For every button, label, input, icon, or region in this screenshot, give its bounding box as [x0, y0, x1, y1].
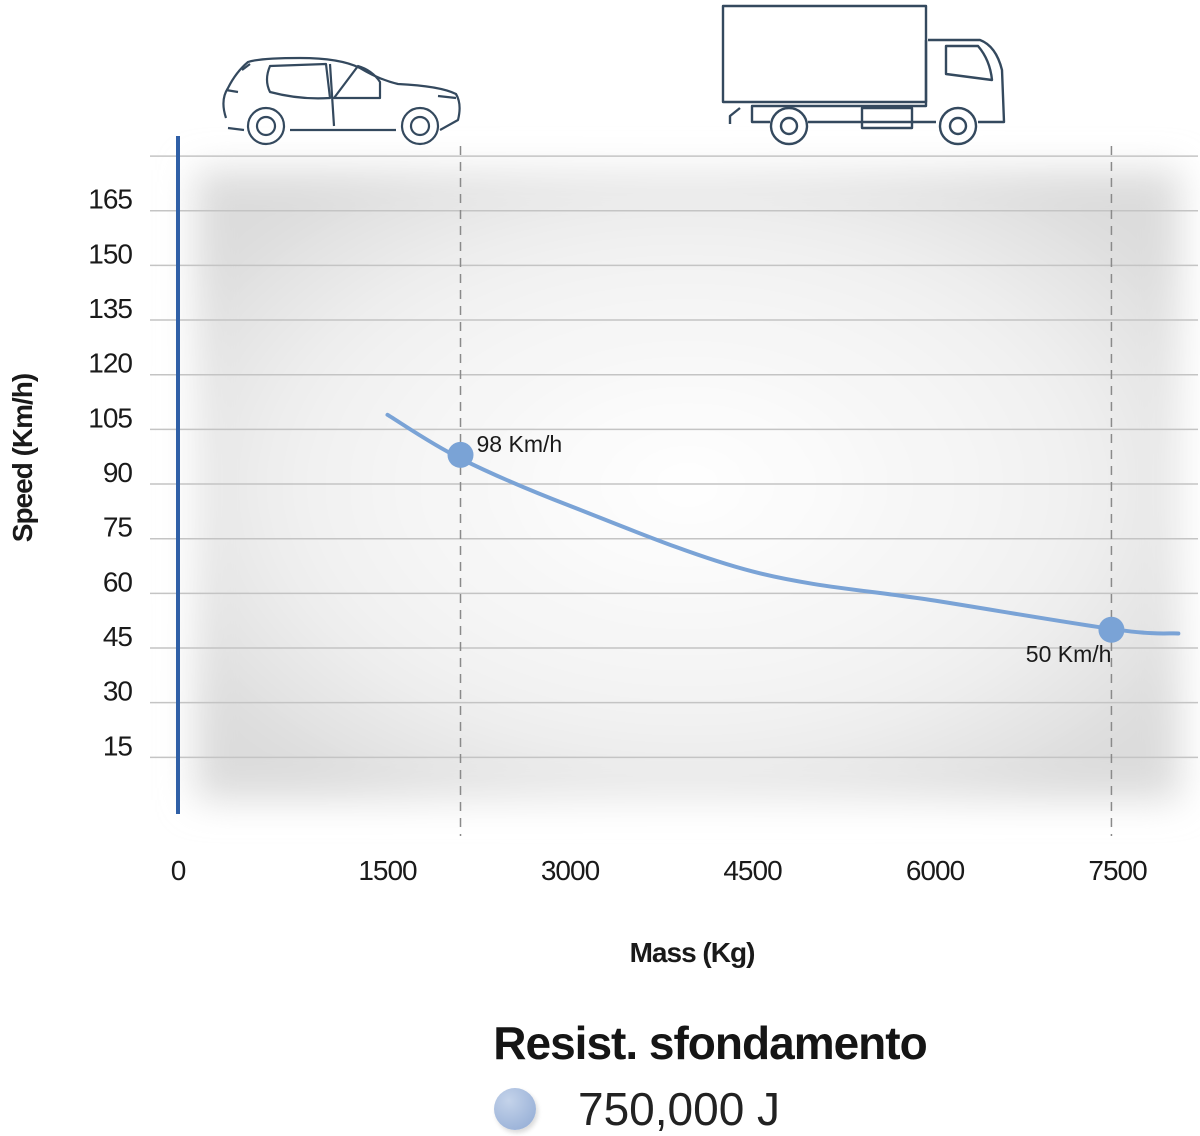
y-tick-label: 15 — [103, 730, 133, 761]
x-tick-label: 4500 — [723, 855, 782, 886]
y-axis-label: Speed (Km/h) — [7, 374, 38, 542]
x-tick-label: 1500 — [358, 855, 417, 886]
y-tick-label: 45 — [103, 621, 133, 652]
data-label: 50 Km/h — [1026, 641, 1112, 667]
y-tick-label: 150 — [88, 238, 132, 269]
y-tick-label: 135 — [88, 293, 132, 324]
chart: 15 30 45 60 75 90 105 120 135 150 165 0 1500 3000 450… — [7, 4, 1198, 968]
y-tick-label: 105 — [88, 402, 132, 433]
x-tick-label: 0 — [171, 855, 186, 886]
x-axis-label: Mass (Kg) — [630, 937, 755, 968]
legend-label: 750,000 J — [578, 1083, 781, 1135]
x-tick-label: 3000 — [541, 855, 600, 886]
y-tick-label: 120 — [88, 348, 132, 379]
truck-icon — [721, 4, 1006, 146]
data-point — [447, 441, 474, 468]
x-tick-label: 7500 — [1088, 855, 1147, 886]
y-tick-label: 30 — [103, 676, 133, 707]
legend-item: 750,000 J — [494, 1082, 780, 1136]
data-label: 98 Km/h — [477, 431, 563, 457]
data-point — [1098, 616, 1125, 643]
x-tick-label: 6000 — [906, 855, 965, 886]
car-icon — [222, 56, 461, 146]
y-tick-label: 90 — [103, 457, 133, 488]
legend-title: Resist. sfondamento — [493, 1017, 927, 1069]
plot-background — [195, 170, 1180, 800]
y-tick-label: 75 — [103, 512, 133, 543]
y-tick-label: 60 — [103, 566, 133, 597]
y-tick-label: 165 — [88, 184, 132, 215]
legend-swatch — [494, 1088, 536, 1130]
